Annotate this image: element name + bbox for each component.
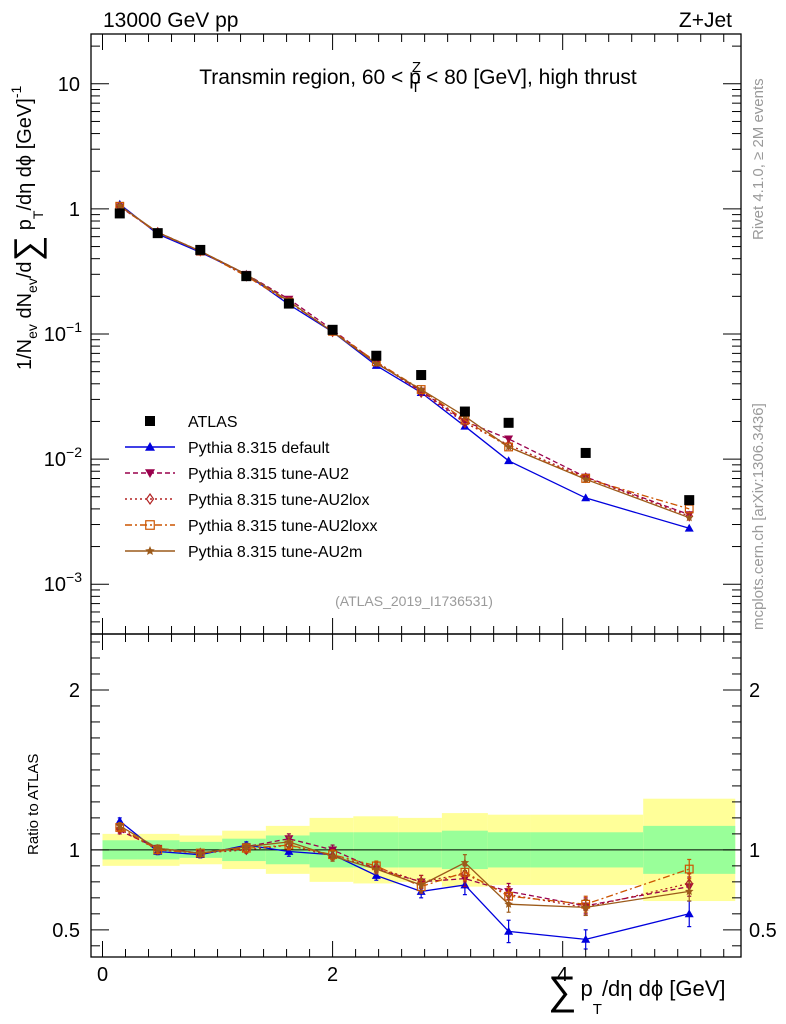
ratio-line xyxy=(119,825,690,909)
series-marker xyxy=(145,442,155,451)
series-marker xyxy=(115,821,125,830)
data-marker xyxy=(503,417,514,428)
series-marker xyxy=(416,385,426,394)
series-marker xyxy=(504,442,513,451)
series-marker xyxy=(684,513,694,522)
series-line xyxy=(119,206,690,517)
legend-entry-data: ATLAS xyxy=(145,414,238,431)
y-tick-label: 1 xyxy=(69,199,80,221)
x-tick-label: 0 xyxy=(97,964,108,986)
series-marker xyxy=(372,864,381,873)
series-marker xyxy=(115,816,125,825)
ratio-panel xyxy=(91,798,741,902)
x-tick-label: 2 xyxy=(327,964,338,986)
rivet-label: Rivet 4.1.0, ≥ 2M events xyxy=(750,78,767,240)
ratio-line xyxy=(119,820,690,941)
series-marker xyxy=(581,474,591,483)
series-line xyxy=(119,205,690,519)
legend-entry: Pythia 8.315 default xyxy=(125,440,330,457)
ratio-tick-label-right: 2 xyxy=(749,680,760,702)
ratio-axes: 0.5 0.5 1 1 2 2 0 2 4 xyxy=(52,633,777,986)
series-marker xyxy=(684,864,694,874)
series-marker xyxy=(581,902,590,912)
series-marker xyxy=(115,201,125,210)
data-marker xyxy=(684,495,695,506)
legend-label: Pythia 8.315 tune-AU2loxx xyxy=(188,518,377,535)
y-axis-label: 1/Nev dNev/d∑ pT/dη dϕ [GeV]-1 xyxy=(6,86,47,370)
y-tick-label: 10−2 xyxy=(44,444,82,471)
legend-label: ATLAS xyxy=(188,414,238,431)
mcplots-label: mcplots.cern.ch [arXiv:1306.3436] xyxy=(750,403,767,630)
series-marker xyxy=(145,469,155,478)
ratio-frame xyxy=(90,633,742,958)
x-tick-label: 4 xyxy=(557,964,568,986)
ratio-tick-label-left: 0.5 xyxy=(52,920,80,942)
series-marker xyxy=(581,934,591,943)
data-marker xyxy=(195,244,206,255)
legend-entry: Pythia 8.315 tune-AU2m xyxy=(125,544,362,561)
series-marker xyxy=(284,846,294,855)
legend-label: Pythia 8.315 tune-AU2 xyxy=(188,466,349,483)
series-marker xyxy=(153,843,163,852)
legend-entry: Pythia 8.315 tune-AU2loxx xyxy=(125,518,377,535)
header-right: Z+Jet xyxy=(679,9,732,32)
data-marker xyxy=(580,447,591,458)
series-marker xyxy=(460,418,470,426)
data-marker xyxy=(459,406,470,417)
legend-label: Pythia 8.315 default xyxy=(188,440,330,457)
data-marker xyxy=(241,271,252,282)
series-marker xyxy=(504,926,514,935)
data-marker xyxy=(152,228,163,239)
data-marker xyxy=(416,370,427,381)
legend-entry: Pythia 8.315 tune-AU2lox xyxy=(125,492,369,509)
y-tick-label: 10 xyxy=(58,74,80,96)
series-marker xyxy=(684,886,694,896)
chart-title: Transmin region, 60 < pZ T < 80 [GeV], hi… xyxy=(199,59,637,96)
series-marker xyxy=(504,899,513,908)
series-marker xyxy=(684,523,694,532)
data-marker xyxy=(114,208,125,219)
ratio-curves xyxy=(115,816,694,950)
data-marker xyxy=(145,416,155,426)
series-line xyxy=(119,203,690,529)
ratio-tick-label-right: 0.5 xyxy=(749,920,777,942)
legend-label: Pythia 8.315 tune-AU2lox xyxy=(188,492,369,509)
series-marker xyxy=(284,837,294,846)
series-marker xyxy=(581,493,591,502)
series-marker xyxy=(371,870,381,879)
series-marker xyxy=(416,880,426,889)
main-axes: 10 1 10−1 10−2 10−3 xyxy=(44,33,742,635)
ratio-tick-label-left: 2 xyxy=(69,680,80,702)
series-marker xyxy=(684,909,694,918)
series-marker xyxy=(145,546,155,556)
ratio-tick-label-left: 1 xyxy=(69,840,80,862)
series-marker xyxy=(504,456,514,465)
ratio-line xyxy=(119,830,690,907)
ratio-y-axis-label: Ratio to ATLAS xyxy=(25,754,42,855)
series-marker xyxy=(460,858,470,867)
legend-label: Pythia 8.315 tune-AU2m xyxy=(188,544,362,561)
series-marker xyxy=(372,359,381,368)
series-marker xyxy=(685,510,694,522)
data-points xyxy=(114,208,695,506)
y-tick-label: 10−3 xyxy=(44,569,82,596)
ratio-tick-label-right: 1 xyxy=(749,840,760,862)
series-marker xyxy=(581,474,590,483)
y-tick-label: 10−1 xyxy=(44,319,82,346)
series-marker xyxy=(328,851,337,860)
data-marker xyxy=(327,324,338,335)
x-axis-label: ∑ pT/dη dϕ [GeV] xyxy=(548,969,726,1018)
header-left: 13000 GeV pp xyxy=(103,9,238,32)
series-marker xyxy=(196,848,205,857)
data-marker xyxy=(283,298,294,309)
legend: ATLAS Pythia 8.315 default Pythia 8.315 tu… xyxy=(125,414,377,561)
legend-entry: Pythia 8.315 tune-AU2 xyxy=(125,466,349,483)
series-marker xyxy=(145,492,155,506)
data-marker xyxy=(371,350,382,361)
series-marker xyxy=(145,520,155,530)
series-marker xyxy=(242,842,251,851)
analysis-id: (ATLAS_2019_I1736531) xyxy=(335,593,493,609)
